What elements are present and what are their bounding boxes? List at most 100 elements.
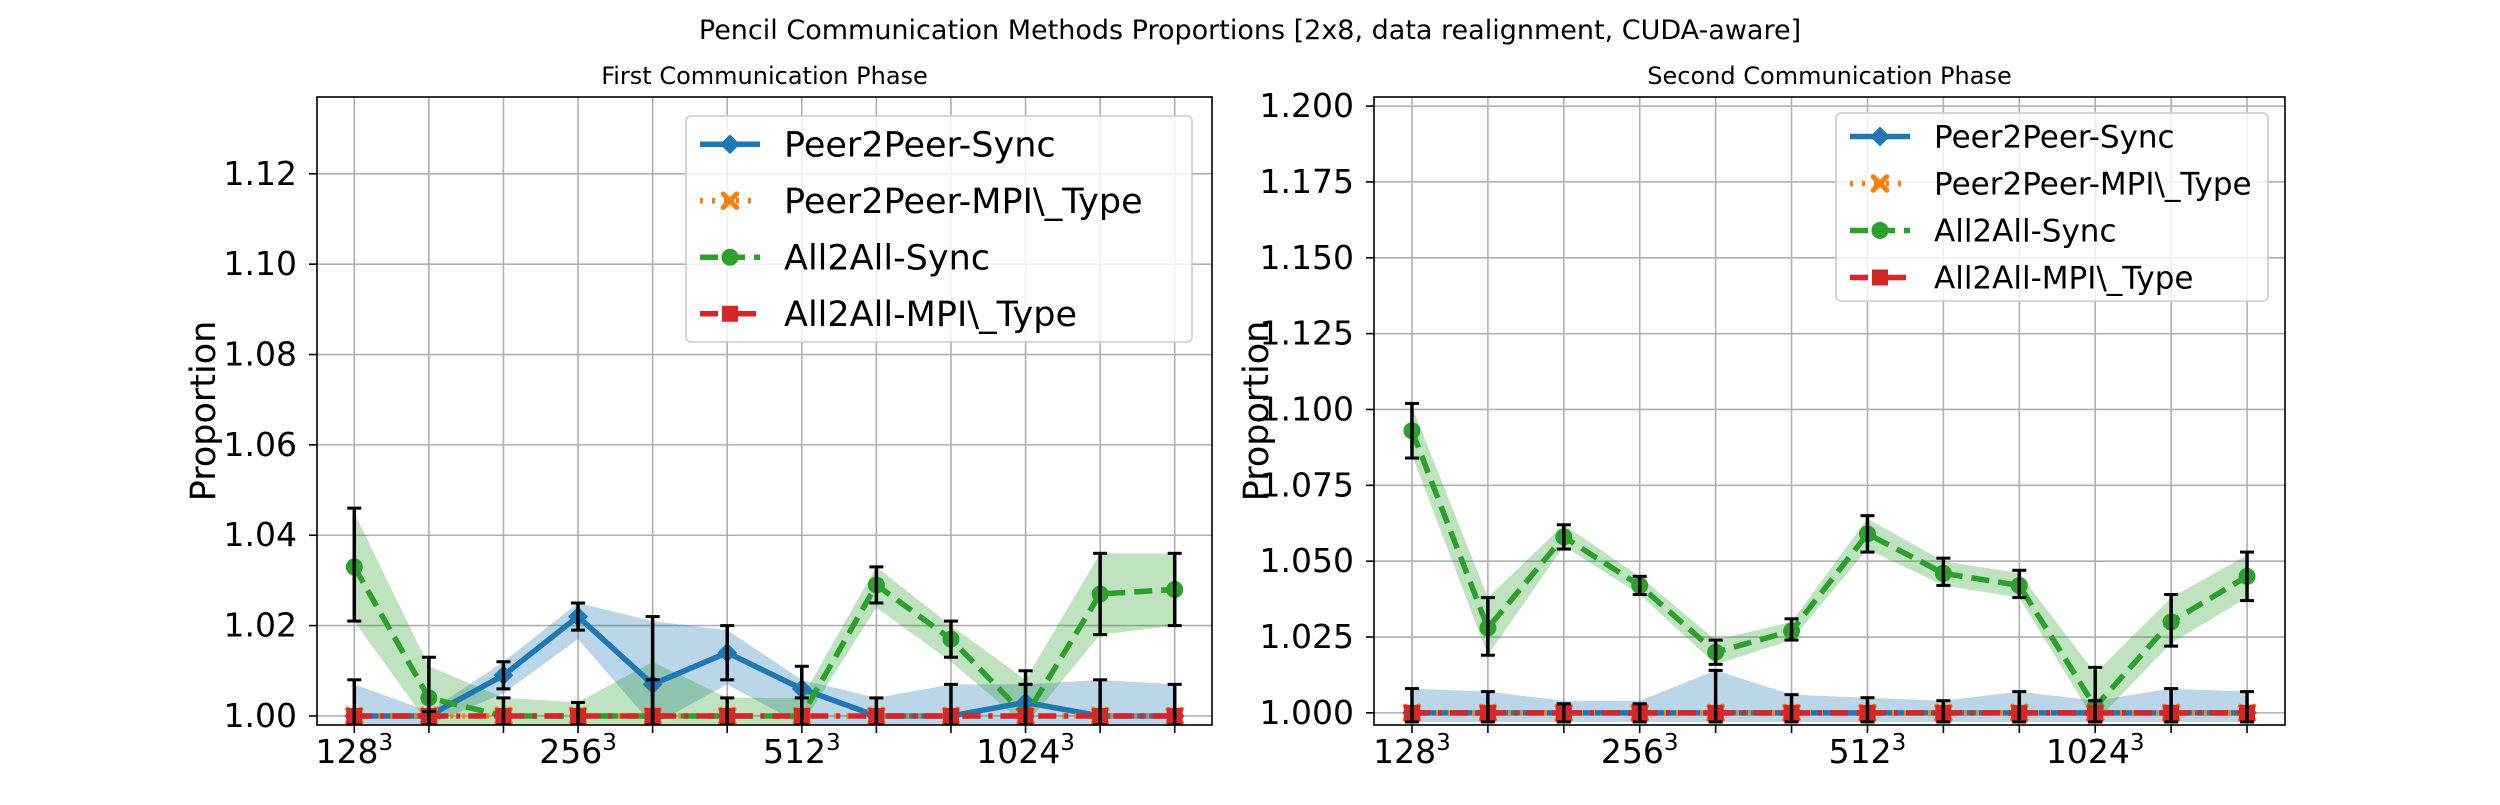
legend-label: All2All-Sync — [784, 238, 990, 278]
panel-title: Second Communication Phase — [1647, 62, 2011, 90]
y-tick-label: 1.12 — [224, 154, 297, 193]
series-line-all2all-sync — [351, 565, 1175, 719]
error-bar — [943, 682, 958, 725]
marker-stroke — [1870, 174, 1890, 193]
error-bar — [1167, 551, 1182, 628]
error-bar — [1480, 690, 1495, 724]
legend-item-all2all-sync: All2All-Sync — [1850, 214, 2117, 250]
error-bar — [1167, 682, 1182, 725]
band-all2all-sync — [354, 512, 1175, 725]
error-bar — [2088, 665, 2103, 724]
x-tick-label: 1283 — [1373, 730, 1451, 771]
y-tick-label: 1.06 — [224, 425, 297, 464]
x-tick-label: 10243 — [2046, 730, 2145, 771]
legend-item-peer2peer-mpi-type: Peer2Peer-MPI\_Type — [1850, 167, 2252, 203]
error-bar — [1784, 693, 1799, 724]
y-tick-label: 1.200 — [1260, 86, 1354, 125]
y-tick-label: 1.075 — [1260, 465, 1354, 504]
y-tick-label: 1.100 — [1260, 389, 1354, 428]
y-tick-label: 1.00 — [224, 696, 297, 735]
legend-item-peer2peer-sync: Peer2Peer-Sync — [700, 125, 1056, 165]
error-bar — [869, 565, 884, 605]
error-bar — [1936, 556, 1951, 587]
error-bar — [1556, 702, 1571, 724]
legend-label: Peer2Peer-MPI\_Type — [784, 182, 1143, 222]
legend-label: Peer2Peer-MPI\_Type — [1934, 167, 2252, 203]
y-tick-label: 1.175 — [1260, 162, 1354, 201]
error-bar — [496, 660, 511, 691]
error-bar — [1632, 574, 1647, 597]
legend: Peer2Peer-Sync Peer2Peer-MPI\_Type All2All… — [1835, 112, 2269, 302]
x-tick-label: 10243 — [976, 730, 1075, 771]
axes-frame — [316, 96, 1213, 726]
y-tick-label: 1.125 — [1260, 314, 1354, 353]
legend-swatch-marker — [721, 248, 739, 266]
marker-stroke — [720, 191, 740, 211]
legend-label: Peer2Peer-Sync — [784, 125, 1056, 165]
legend-swatch-marker — [1870, 126, 1890, 147]
legend-frame — [685, 115, 1193, 343]
legend-swatch-marker — [1872, 269, 1888, 286]
y-tick-label: 1.10 — [224, 244, 297, 283]
y-tick-label: 1.08 — [224, 335, 297, 374]
error-bar — [645, 678, 660, 725]
error-bar — [2240, 690, 2255, 724]
legend-frame — [1835, 112, 2269, 302]
legend-item-peer2peer-mpi-type: Peer2Peer-MPI\_Type — [700, 182, 1143, 222]
y-tick-label: 1.050 — [1260, 541, 1354, 580]
error-bar — [794, 696, 809, 725]
y-axis-label: Proportion — [1237, 321, 1277, 502]
error-bar — [2164, 593, 2179, 648]
plot-area — [344, 506, 1185, 725]
error-bar — [1936, 699, 1951, 724]
error-bar — [1860, 696, 1875, 724]
x-tick-label: 5123 — [763, 730, 841, 771]
legend-item-peer2peer-sync: Peer2Peer-Sync — [1850, 120, 2175, 156]
error-bar — [571, 700, 586, 725]
legend-label: All2All-MPI\_Type — [1934, 261, 2194, 297]
legend-label: All2All-MPI\_Type — [784, 295, 1077, 335]
error-bar — [2012, 568, 2027, 600]
y-axis-label: Proportion — [184, 321, 224, 502]
legend-swatch-marker — [1870, 174, 1890, 193]
figure-title: Pencil Communication Methods Proportions… — [699, 15, 1801, 46]
error-bar — [720, 624, 735, 682]
error-bar — [496, 696, 511, 725]
x-tick-label: 5123 — [1829, 730, 1907, 771]
error-bar — [1632, 702, 1647, 724]
error-bar — [421, 655, 436, 725]
error-bar — [1708, 638, 1723, 666]
error-bar — [2012, 690, 2027, 724]
error-bar — [1784, 617, 1799, 642]
legend-swatch-marker — [720, 191, 740, 211]
legend-label: All2All-Sync — [1934, 214, 2117, 250]
error-bar — [2240, 550, 2255, 603]
panel-second-phase: Second Communication Phase 1.000 1.025 1.05… — [1237, 62, 2286, 771]
y-tick-label: 1.02 — [224, 606, 297, 645]
error-bar — [571, 601, 586, 632]
legend-swatch-marker — [720, 134, 740, 155]
legend-swatch-marker — [1871, 222, 1889, 239]
x-tick-label: 1283 — [315, 730, 393, 771]
y-tick-label: 1.150 — [1260, 238, 1354, 277]
error-bar — [1404, 687, 1419, 724]
x-tick-label: 2563 — [539, 730, 617, 771]
y-tick-label: 1.000 — [1260, 693, 1354, 732]
series-line-peer2peer-sync — [354, 613, 1175, 719]
legend-label: Peer2Peer-Sync — [1934, 120, 2175, 156]
error-bar — [2164, 687, 2179, 724]
error-bar — [1404, 401, 1419, 460]
x-tick-label: 2563 — [1601, 730, 1679, 771]
error-bar — [1708, 668, 1723, 724]
legend-item-all2all-mpi-type: All2All-MPI\_Type — [700, 295, 1077, 335]
error-bar — [869, 696, 884, 725]
legend-swatch-marker — [722, 305, 738, 322]
error-bar — [1860, 514, 1875, 554]
legend-item-all2all-mpi-type: All2All-MPI\_Type — [1850, 261, 2194, 297]
legend-item-all2all-sync: All2All-Sync — [700, 238, 990, 278]
y-tick-label: 1.025 — [1260, 617, 1354, 656]
panel-first-phase: First Communication Phase 1.00 1.02 1.04 1.0… — [184, 62, 1213, 771]
error-bar — [347, 678, 362, 725]
